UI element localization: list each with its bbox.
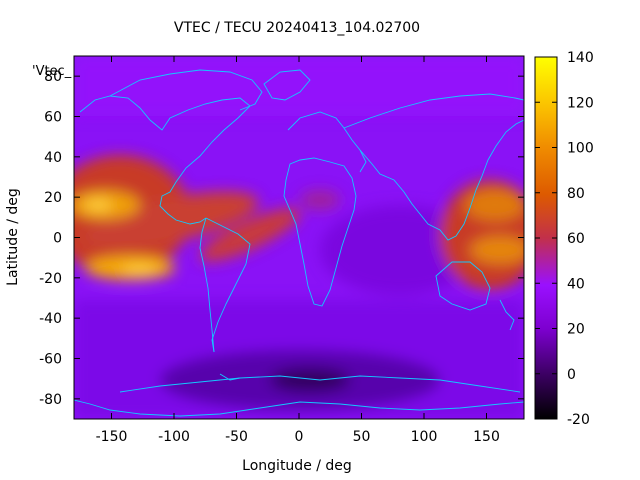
colorbar-tick-label: 60 (567, 231, 585, 247)
colorbar-tick-label: 140 (567, 50, 594, 66)
x-tick-label: -100 (158, 429, 190, 445)
y-tick-label: -60 (39, 352, 62, 368)
y-tick-label: 20 (44, 190, 62, 206)
x-tick-label: -150 (96, 429, 128, 445)
chart-title: VTEC / TECU 20240413_104.02700 (174, 20, 420, 36)
colorbar-tick-label: 100 (567, 141, 594, 157)
x-tick-label: 50 (353, 429, 371, 445)
y-tick-label: 40 (44, 150, 62, 166)
y-tick-label: -40 (39, 311, 62, 327)
colorbar-tick-label: 20 (567, 322, 585, 338)
colorbar-tick-label: 120 (567, 95, 594, 111)
colorbar-tick-label: 40 (567, 276, 585, 292)
x-tick-label: 150 (473, 429, 500, 445)
x-axis: -150 -100 -50 0 50 100 150 (96, 56, 500, 445)
colorbar-tick-label: -20 (567, 412, 590, 428)
series-label: 'Vtec_ (32, 64, 72, 79)
coastlines (74, 69, 524, 417)
x-tick-label: 100 (411, 429, 438, 445)
y-tick-label: -20 (39, 271, 62, 287)
plot-area (74, 56, 524, 419)
y-tick-label: -80 (39, 392, 62, 408)
y-axis: -80 -60 -40 -20 0 20 40 60 80 (39, 69, 524, 408)
y-tick-label: 80 (44, 69, 62, 85)
y-tick-label: 0 (53, 231, 62, 247)
colorbar-tick-label: 0 (567, 367, 576, 383)
colorbar-axis: -20 0 20 40 60 80 100 120 140 (535, 50, 594, 428)
colorbar-tick-label: 80 (567, 186, 585, 202)
x-axis-label: Longitude / deg (242, 458, 352, 474)
y-axis-label: Latitude / deg (5, 188, 21, 286)
x-tick-label: 0 (295, 429, 304, 445)
y-tick-label: 60 (44, 110, 62, 126)
x-tick-label: -50 (225, 429, 248, 445)
